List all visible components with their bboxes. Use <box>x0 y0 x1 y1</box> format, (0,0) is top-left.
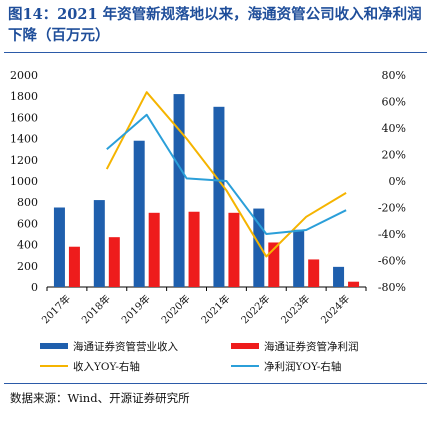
y-right-tick-label: 40% <box>382 122 406 135</box>
net-profit-bar <box>228 212 240 287</box>
labels: 0 200 400 600 800 1000 1200 1400 1600 1800 2000 -80… <box>10 69 406 326</box>
y-left-tick-label: 1400 <box>10 133 38 146</box>
legend-swatch <box>40 343 68 349</box>
y-right-tick-label: -40% <box>378 228 406 241</box>
axes <box>46 286 367 291</box>
x-category-label: 2021年 <box>198 292 232 326</box>
y-right-tick-label: 0% <box>389 175 406 188</box>
legend-swatch <box>231 343 259 349</box>
x-category-label: 2023年 <box>278 292 312 326</box>
net-profit-bar <box>348 281 360 287</box>
y-right-tick-label: -60% <box>378 255 406 268</box>
net-profit-yoy-line <box>106 113 347 235</box>
legend-label: 海通证券资管净利润 <box>264 340 359 353</box>
y-left-tick-label: 1800 <box>10 90 38 103</box>
y-right-tick-label: -20% <box>378 202 406 215</box>
legend-label: 海通证券资管营业收入 <box>73 340 178 353</box>
y-left-tick-label: 1600 <box>10 111 38 124</box>
revenue-bar <box>133 140 145 287</box>
x-category-label: 2017年 <box>39 292 73 326</box>
net-profit-bar <box>188 211 200 287</box>
bars <box>53 94 360 287</box>
title-divider <box>4 52 427 53</box>
source-divider <box>4 383 427 384</box>
y-right-tick-label: -80% <box>378 281 406 294</box>
net-profit-bar <box>108 237 120 287</box>
x-category-label: 2022年 <box>238 292 272 326</box>
revenue-bar <box>253 208 265 287</box>
y-left-tick-label: 600 <box>17 217 38 230</box>
legend-label: 收入YOY-右轴 <box>73 360 140 373</box>
x-category-label: 2019年 <box>119 292 153 326</box>
y-left-tick-label: 800 <box>17 196 38 209</box>
y-left-tick-label: 1200 <box>10 154 38 167</box>
net-profit-bar <box>308 259 320 287</box>
y-right-tick-label: 20% <box>382 149 406 162</box>
source-note: 数据来源：Wind、开源证券研究所 <box>10 391 190 405</box>
net-profit-bar <box>268 242 280 287</box>
y-left-tick-label: 2000 <box>10 69 38 82</box>
revenue-bar <box>333 266 345 287</box>
revenue-bar <box>293 229 305 287</box>
revenue-bar <box>173 94 185 287</box>
lines <box>105 91 347 258</box>
y-left-tick-label: 200 <box>17 260 38 273</box>
legend-label: 净利润YOY-右轴 <box>264 360 341 373</box>
x-category-label: 2024年 <box>318 292 352 326</box>
chart-title: 图14：2021 年资管新规落地以来，海通资管公司收入和净利润下降（百万元） <box>8 6 422 44</box>
x-category-label: 2020年 <box>158 292 192 326</box>
net-profit-bar <box>68 246 80 287</box>
revenue-bar <box>213 106 225 287</box>
x-category-label: 2018年 <box>79 292 113 326</box>
revenue-bar <box>53 207 65 287</box>
net-profit-bar <box>148 212 160 287</box>
revenue-yoy-line <box>105 91 347 258</box>
y-left-tick-label: 1000 <box>10 175 38 188</box>
y-left-tick-label: 400 <box>17 239 38 252</box>
y-left-tick-label: 0 <box>31 281 38 294</box>
y-right-tick-label: 60% <box>382 96 406 109</box>
revenue-bar <box>93 200 105 287</box>
y-right-tick-label: 80% <box>382 69 406 82</box>
